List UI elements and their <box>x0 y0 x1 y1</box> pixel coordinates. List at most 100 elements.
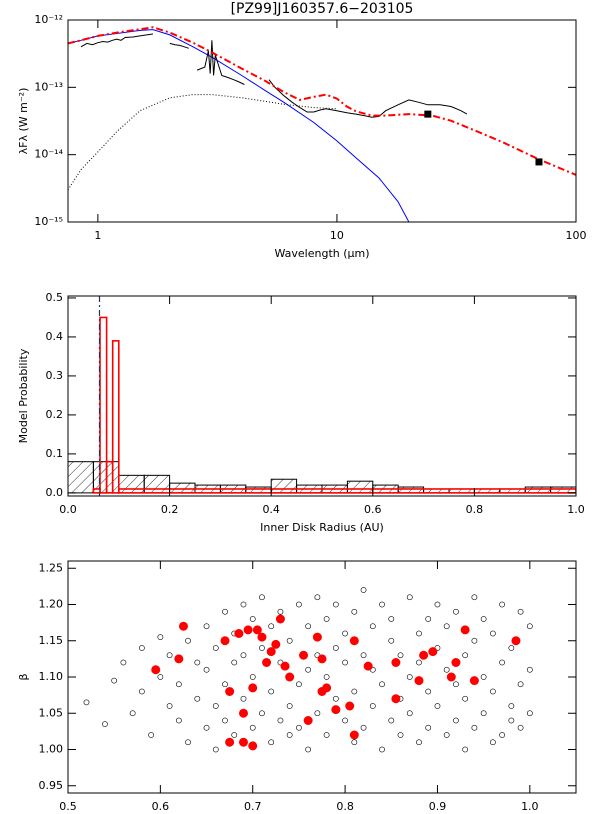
x-tick-label: 0.5 <box>59 800 77 813</box>
y-tick-label: 0.1 <box>46 447 64 460</box>
scatter-point <box>434 601 441 608</box>
histogram-bar <box>245 486 272 494</box>
scatter-point <box>332 695 339 702</box>
scatter-point <box>511 636 521 646</box>
y-tick-label: 10⁻¹⁵ <box>34 215 63 228</box>
scatter-point <box>342 630 348 637</box>
x-tick-label: 0.2 <box>161 503 179 516</box>
line <box>80 33 154 48</box>
scatter-point <box>212 645 219 651</box>
scatter-point <box>471 637 478 644</box>
scatter-point <box>314 594 321 601</box>
scatter-point <box>391 694 401 704</box>
histogram-bar <box>397 486 425 494</box>
scatter-point <box>305 666 312 673</box>
scatter-point <box>178 621 188 631</box>
scatter-point <box>312 632 322 642</box>
scatter-point <box>414 676 424 686</box>
scatter-point <box>397 652 404 659</box>
scatter-point <box>252 625 262 635</box>
scatter-point <box>240 601 247 608</box>
scatter-point <box>517 681 524 688</box>
scatter-point <box>416 659 422 666</box>
scatter-point <box>388 717 395 724</box>
scatter-point <box>259 594 265 601</box>
plot-frame <box>67 295 577 497</box>
scatter-point <box>151 665 161 675</box>
scatter-point <box>238 708 248 718</box>
scatter-point <box>369 703 376 709</box>
scatter-point <box>425 724 432 731</box>
scatter-point <box>111 677 118 684</box>
scatter-point <box>323 674 330 680</box>
scatter-point <box>129 710 136 717</box>
scatter-point <box>203 623 210 630</box>
scatter-point <box>185 637 191 644</box>
scatter-point <box>406 674 413 680</box>
y-tick-label: 10⁻¹² <box>34 13 63 26</box>
scatter-point <box>388 616 395 622</box>
x-tick-label: 1.0 <box>521 800 539 813</box>
scatter-point <box>451 658 461 667</box>
scatter-point <box>194 695 201 702</box>
line <box>68 94 337 191</box>
scatter-point <box>425 616 432 622</box>
scatter-point <box>299 650 309 660</box>
scatter-point <box>203 724 210 731</box>
scatter-point <box>517 724 524 731</box>
scatter-point <box>397 732 404 738</box>
scatter-point <box>526 623 533 630</box>
scatter-point <box>286 703 293 709</box>
x-tick-label: 0.6 <box>364 503 382 516</box>
scatter-point <box>526 666 533 673</box>
scatter-point <box>220 636 230 646</box>
x-tick-label: 0.0 <box>59 503 77 516</box>
scatter-point <box>349 636 359 646</box>
plot-frame <box>67 19 577 223</box>
scatter-point <box>499 601 506 608</box>
scatter-point <box>443 732 450 738</box>
scatter-point <box>443 666 450 673</box>
scatter-point <box>489 630 496 637</box>
scatter-point <box>480 710 487 717</box>
scatter-point <box>305 623 312 630</box>
y-axis-label: λFλ (W m⁻²) <box>17 88 30 155</box>
scatter-point <box>351 608 358 615</box>
scatter-point <box>225 737 235 747</box>
scatter-point <box>305 746 312 753</box>
scatter-point <box>323 616 330 622</box>
scatter-point <box>480 616 487 622</box>
histogram-bar <box>99 316 108 494</box>
scatter-point <box>212 703 219 709</box>
scatter-point <box>296 601 302 608</box>
scatter-point <box>277 717 284 724</box>
scatter-point <box>369 623 376 630</box>
scatter-point <box>243 625 253 635</box>
y-tick-label: 0.95 <box>39 779 64 792</box>
scatter-point <box>175 681 182 688</box>
scatter-point <box>249 724 256 731</box>
scatter-point <box>317 687 327 696</box>
scatter-point <box>175 717 182 724</box>
x-tick-label: 0.9 <box>429 800 447 813</box>
scatter-point <box>174 654 184 664</box>
scatter-point <box>102 721 108 728</box>
histogram-bar <box>270 478 298 494</box>
line <box>169 42 189 49</box>
scatter-point <box>286 732 293 738</box>
scatter-point <box>148 732 155 738</box>
histogram-bar <box>143 474 171 494</box>
histogram-bar <box>169 482 196 494</box>
y-tick-label: 0.2 <box>46 408 64 421</box>
scatter-point <box>517 608 524 615</box>
scatter-point <box>416 630 422 637</box>
line <box>196 40 245 85</box>
scatter-point <box>185 739 191 746</box>
scatter-point <box>345 701 355 711</box>
scatter-point <box>138 645 145 651</box>
scatter-point <box>296 724 302 731</box>
scatter-point <box>157 674 164 680</box>
scatter-point <box>351 739 358 746</box>
scatter-point <box>508 645 515 651</box>
